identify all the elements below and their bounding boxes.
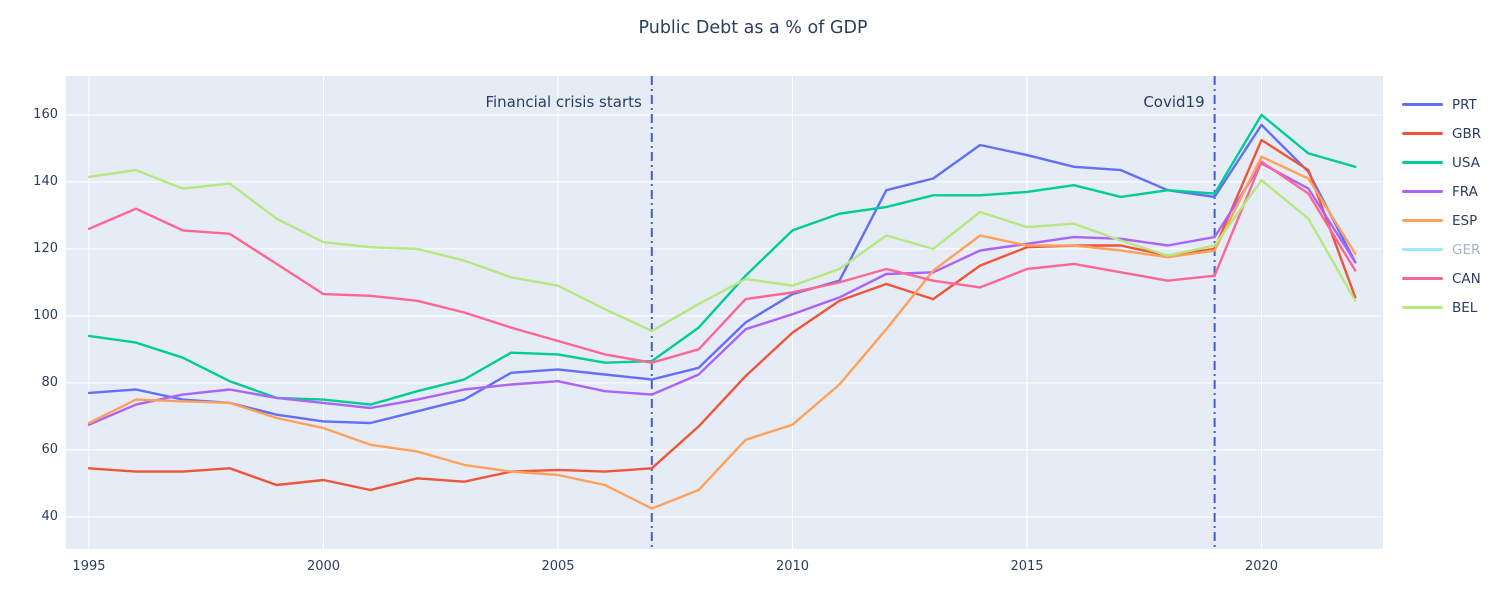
legend-label: ESP <box>1452 212 1478 229</box>
legend-label: BEL <box>1452 299 1478 316</box>
legend-item-BEL[interactable]: BEL <box>1402 293 1506 322</box>
y-tick-label: 120 <box>33 240 58 256</box>
legend-swatch-GBR <box>1402 132 1443 135</box>
legend-label: CAN <box>1452 270 1481 287</box>
legend-item-GER[interactable]: GER <box>1402 235 1506 264</box>
y-tick-label: 40 <box>41 508 58 524</box>
legend-item-GBR[interactable]: GBR <box>1402 119 1506 148</box>
x-tick-label: 2015 <box>1010 559 1044 574</box>
legend: PRT GBR USA FRA ESP GER CAN BEL <box>1402 90 1506 322</box>
chart-title: Public Debt as a % of GDP <box>638 18 868 38</box>
y-tick-label: 80 <box>41 374 58 390</box>
x-tick-label: 2020 <box>1244 559 1279 574</box>
y-tick-label: 140 <box>33 173 58 189</box>
legend-swatch-PRT <box>1402 103 1443 106</box>
y-tick-label: 100 <box>33 307 58 323</box>
series-line-ESP <box>87 155 1357 510</box>
legend-label: USA <box>1452 154 1480 171</box>
x-tick-label: 1995 <box>72 559 106 574</box>
x-tick-label: 2010 <box>775 559 810 574</box>
legend-item-PRT[interactable]: PRT <box>1402 90 1506 119</box>
legend-swatch-CAN <box>1402 277 1443 280</box>
series-line-PRT <box>87 123 1357 425</box>
legend-item-FRA[interactable]: FRA <box>1402 177 1506 206</box>
series-line-FRA <box>87 162 1357 426</box>
legend-label: FRA <box>1452 183 1478 200</box>
annotation-label: Covid19 <box>1143 93 1205 111</box>
annotation-label: Financial crisis starts <box>485 93 642 111</box>
legend-item-USA[interactable]: USA <box>1402 148 1506 177</box>
legend-swatch-GER <box>1402 248 1443 251</box>
series-line-CAN <box>87 160 1357 364</box>
legend-swatch-USA <box>1402 161 1443 164</box>
legend-item-ESP[interactable]: ESP <box>1402 206 1506 235</box>
series-line-BEL <box>87 168 1357 333</box>
legend-item-CAN[interactable]: CAN <box>1402 264 1506 293</box>
legend-swatch-ESP <box>1402 219 1443 222</box>
series-line-USA <box>87 113 1357 406</box>
x-tick-label: 2000 <box>306 559 341 574</box>
y-tick-label: 60 <box>41 441 58 457</box>
y-tick-label: 160 <box>33 106 58 122</box>
x-tick-label: 2005 <box>541 559 575 574</box>
legend-label: GER <box>1452 241 1481 258</box>
legend-swatch-BEL <box>1402 306 1443 309</box>
plot-area[interactable] <box>66 76 1383 549</box>
legend-label: GBR <box>1452 125 1482 142</box>
legend-swatch-FRA <box>1402 190 1443 193</box>
legend-label: PRT <box>1452 96 1477 113</box>
series-line-GBR <box>87 138 1357 492</box>
